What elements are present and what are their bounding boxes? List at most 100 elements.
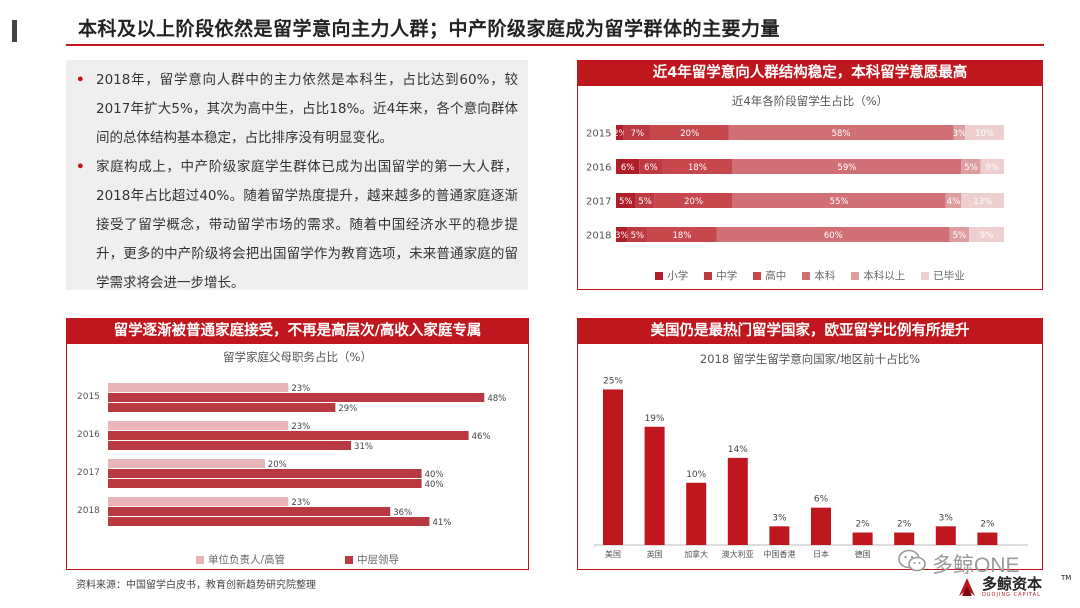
data-label: 13% [973, 197, 992, 207]
data-label: 9% [980, 231, 994, 241]
watermark-text: 多鲸ONE [932, 554, 1020, 577]
stacked-bar-segment [965, 125, 1004, 140]
destination-country-panel: 美国仍是最热门留学国家，欧亚留学比例有所提升 2018 留学生留学意向国家/地区… [577, 318, 1043, 570]
wechat-icon [898, 549, 926, 572]
legend-item: 单位负责人/高管 [195, 552, 285, 567]
data-label: 10% [975, 129, 994, 139]
stacked-bar-segment [616, 125, 624, 140]
stacked-bar-segment [969, 227, 1004, 242]
grouped-bar [108, 383, 289, 392]
stacked-bar-segment [627, 227, 648, 242]
source-note: 资料来源：中国留学白皮书，教育创新趋势研究院整理 [76, 580, 316, 591]
logo-name: 多鲸资本 [982, 575, 1043, 593]
legend-swatch [704, 271, 713, 280]
stage-structure-chart: 2015 2% 7% 20% 58% 3% 10% 2016 6% 6% 18% 59% 5% 9% 201… [586, 125, 1004, 242]
stacked-bar-segment [623, 125, 651, 140]
data-label: 3% [772, 513, 787, 523]
bullet-dot-icon: • [76, 72, 85, 88]
legend-swatch [345, 555, 354, 564]
data-label: 3% [939, 513, 954, 523]
data-label: 9% [986, 163, 1000, 173]
data-label: 5% [964, 163, 978, 173]
legend-swatch [802, 271, 811, 280]
category-label: 中国香港 [763, 549, 795, 559]
stacked-bar-segment [732, 159, 962, 174]
data-label: 3% [953, 129, 967, 139]
grouped-bar [108, 507, 391, 516]
category-label: 德国 [855, 549, 871, 559]
chart-legend: 单位负责人/高管 中层领导 [67, 552, 528, 567]
chart-legend: 小学 中学 高中 本科 本科以上 已毕业 [578, 268, 1042, 283]
legend-label: 本科 [814, 270, 836, 282]
data-label: 6% [814, 495, 829, 505]
legend-item: 小学 [655, 268, 688, 283]
stacked-bar-segment [650, 125, 729, 140]
category-label: 2015 [586, 129, 611, 140]
trademark-mark: TM [1061, 574, 1072, 582]
panel-header: 近4年留学意向人群结构稳定，本科留学意愿最高 [577, 60, 1043, 86]
grouped-bar [108, 497, 289, 506]
category-label: 2015 [77, 392, 100, 402]
stacked-bar-segment [654, 193, 733, 208]
parent-occupation-panel: 留学逐渐被普通家庭接受，不再是高层次/高收入家庭专属 留学家庭父母职务占比（%）… [66, 318, 529, 570]
legend-label: 中学 [716, 270, 738, 282]
legend-label: 中层领导 [357, 554, 400, 566]
bullet-dot-icon: • [76, 159, 85, 175]
data-label: 10% [686, 470, 706, 480]
stacked-bar-segment [945, 193, 962, 208]
stacked-bar-segment [616, 159, 640, 174]
data-label: 2% [855, 520, 870, 530]
country-bar [935, 526, 956, 545]
data-label: 58% [832, 129, 851, 139]
legend-label: 本科以上 [863, 270, 906, 282]
category-label: 2016 [77, 430, 100, 440]
legend-item: 已毕业 [921, 268, 965, 283]
data-label: 4% [947, 197, 961, 207]
grouped-bar [108, 421, 289, 430]
panel-header: 美国仍是最热门留学国家，欧亚留学比例有所提升 [577, 318, 1043, 344]
title-accent-bar [12, 20, 17, 42]
bullet-item: • 2018年，留学意向人群中的主力依然是本科生，占比达到60%，较2017年扩… [74, 66, 518, 153]
category-label: 2016 [586, 163, 611, 174]
legend-item: 本科 [802, 268, 835, 283]
data-label: 2% [897, 520, 912, 530]
data-label: 23% [291, 422, 310, 432]
legend-label: 已毕业 [933, 270, 965, 282]
stacked-bar-segment [616, 193, 636, 208]
grouped-bar [108, 441, 352, 450]
data-label: 2% [980, 520, 995, 530]
parent-occupation-chart: 2015 23% 48% 29% 2016 23% 46% 31% 2017 20% 40%40% 2… [77, 383, 506, 528]
legend-item: 本科以上 [851, 268, 905, 283]
category-label: 英国 [647, 549, 663, 559]
data-label: 14% [728, 445, 748, 455]
bullet-item: • 家庭构成上，中产阶级家庭学生群体已成为出国留学的第一大人群，2018年占比超… [74, 153, 518, 298]
category-label: 澳大利亚 [722, 549, 754, 559]
country-bar [603, 389, 623, 545]
stacked-bar-segment [961, 193, 1004, 208]
data-label: 2% [613, 129, 627, 139]
category-label: 日本 [813, 549, 829, 559]
legend-item: 中学 [704, 268, 737, 283]
chart-title: 留学家庭父母职务占比（%） [223, 350, 372, 364]
stacked-bar-segment [616, 227, 628, 242]
grouped-bar [108, 393, 485, 402]
country-bar [727, 457, 748, 545]
logo-subtitle: DUOJING CAPITAL [982, 592, 1041, 598]
data-label: 60% [824, 231, 843, 241]
data-label: 46% [472, 432, 491, 442]
grouped-bar [108, 479, 422, 488]
country-bar [686, 482, 707, 545]
summary-text-box: • 2018年，留学意向人群中的主力依然是本科生，占比达到60%，较2017年扩… [66, 60, 528, 291]
stacked-bar-segment [639, 159, 663, 174]
data-label: 5% [619, 197, 633, 207]
chart-title: 2018 留学生留学意向国家/地区前十占比% [699, 352, 921, 366]
category-label: 加拿大 [684, 549, 708, 559]
data-label: 40% [425, 480, 444, 490]
country-bar [894, 532, 915, 545]
legend-label: 高中 [765, 270, 787, 282]
legend-item: 高中 [753, 268, 786, 283]
stacked-bar-segment [716, 227, 950, 242]
country-bar [852, 532, 873, 545]
category-label: 2018 [586, 231, 611, 242]
category-label: 2018 [77, 506, 100, 516]
